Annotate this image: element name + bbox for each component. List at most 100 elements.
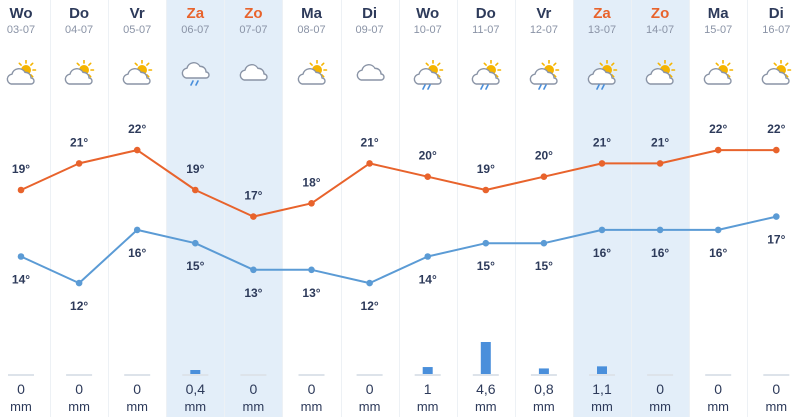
max-temp-line: [20, 149, 777, 218]
cloud-icon: [353, 60, 387, 90]
precipitation-bar: [597, 366, 607, 374]
column-divider: [399, 0, 400, 417]
day-column: Ma 08-07 0 mm: [283, 0, 341, 417]
day-column: Di 16-07 0 mm: [747, 0, 800, 417]
min-temp-label: 12°: [70, 299, 88, 313]
cloud-rain-icon: [178, 60, 212, 90]
precipitation-value: 0: [75, 381, 83, 397]
precipitation-bar: [538, 368, 549, 374]
min-temp-point: [773, 213, 780, 220]
min-temp-point: [424, 253, 432, 260]
min-temp-point: [366, 279, 373, 287]
precipitation-unit: mm: [591, 399, 613, 414]
column-divider: [282, 0, 283, 417]
day-name: Zo: [650, 5, 670, 22]
max-temp-point: [598, 160, 606, 167]
day-column: Zo 07-07 0 mm: [224, 0, 282, 417]
max-temp-point: [192, 186, 199, 194]
max-temp-label: 20°: [535, 149, 553, 163]
sun-cloud-rain-icon: [585, 60, 619, 90]
max-temp-point: [133, 146, 141, 154]
column-divider: [631, 0, 632, 417]
max-temp-label: 17°: [244, 189, 262, 203]
cloud-shape: [181, 62, 210, 79]
min-temp-point: [482, 239, 490, 247]
day-date: 05-07: [123, 24, 152, 36]
min-temp-point: [17, 253, 25, 260]
min-temp-point: [308, 266, 315, 274]
precipitation-baseline: [705, 374, 732, 376]
max-temp-label: 22°: [128, 122, 146, 136]
column-divider: [166, 0, 167, 417]
precipitation-value: 0: [307, 381, 316, 397]
min-temp-label: 13°: [244, 286, 262, 300]
min-temp-label: 15°: [186, 259, 204, 273]
day-date: 11-07: [472, 24, 500, 36]
day-date: 08-07: [297, 24, 326, 36]
day-name: Vr: [536, 5, 552, 22]
day-date: 13-07: [587, 24, 617, 36]
precipitation-value: 0,4: [185, 381, 206, 397]
day-name: Za: [186, 5, 205, 22]
precipitation-baseline: [530, 374, 557, 376]
min-temp-point: [133, 226, 141, 234]
precipitation-unit: mm: [649, 399, 671, 414]
day-column: Vr 05-07 0 mm: [108, 0, 166, 417]
precipitation-value: 0: [714, 381, 723, 397]
day-date: 15-07: [704, 24, 733, 36]
cloud-shape: [703, 68, 732, 85]
rain-shape: [596, 84, 605, 90]
partly-sunny-icon: [120, 60, 154, 90]
cloud-shape: [471, 68, 500, 85]
max-temp-label: 22°: [767, 122, 785, 136]
day-date: 12-07: [529, 24, 558, 36]
max-temp-point: [308, 200, 315, 207]
min-temp-point: [714, 226, 722, 234]
precipitation-unit: mm: [10, 399, 32, 414]
min-temp-label: 14°: [12, 273, 30, 287]
cloud-shape: [240, 64, 269, 81]
precipitation-baseline: [472, 374, 499, 376]
day-column: Di 09-07 0 mm: [341, 0, 399, 417]
max-temp-point: [366, 160, 373, 167]
column-divider: [50, 0, 51, 417]
min-temp-label: 15°: [535, 259, 553, 273]
day-column: Wo 10-07 1 mm: [399, 0, 457, 417]
cloud-shape: [529, 68, 558, 85]
precipitation-value: 1: [423, 381, 432, 397]
precipitation-unit: mm: [707, 399, 730, 414]
precipitation-baseline: [763, 374, 790, 376]
day-name: Di: [362, 5, 378, 22]
precipitation-unit: mm: [126, 399, 149, 414]
day-name: Vr: [129, 5, 145, 22]
max-temp-label: 21°: [651, 135, 669, 149]
day-name: Ma: [301, 5, 322, 22]
rain-shape: [190, 80, 200, 86]
min-temp-label: 15°: [477, 259, 495, 273]
precipitation-baseline: [414, 374, 441, 376]
precipitation-unit: mm: [358, 399, 381, 414]
precipitation-baseline: [124, 374, 151, 376]
precipitation-unit: mm: [300, 399, 323, 414]
partly-sunny-icon: [295, 60, 329, 90]
column-divider: [457, 0, 458, 417]
column-divider: [573, 0, 574, 417]
precipitation-unit: mm: [416, 399, 439, 414]
max-temp-label: 21°: [70, 135, 88, 149]
precipitation-unit: mm: [765, 399, 788, 414]
max-temp-label: 19°: [477, 162, 495, 176]
day-name: Zo: [244, 5, 263, 22]
precipitation-baseline: [182, 374, 209, 376]
partly-sunny-icon: [62, 60, 96, 90]
precipitation-baseline: [66, 374, 93, 376]
max-temp-point: [540, 173, 548, 180]
max-temp-point: [424, 173, 432, 180]
min-temp-point: [656, 226, 664, 234]
day-name: Do: [475, 5, 496, 22]
column-divider: [747, 0, 748, 417]
cloud-shape: [122, 68, 151, 85]
precipitation-unit: mm: [474, 399, 497, 414]
day-column: Do 04-07 0 mm: [50, 0, 108, 417]
